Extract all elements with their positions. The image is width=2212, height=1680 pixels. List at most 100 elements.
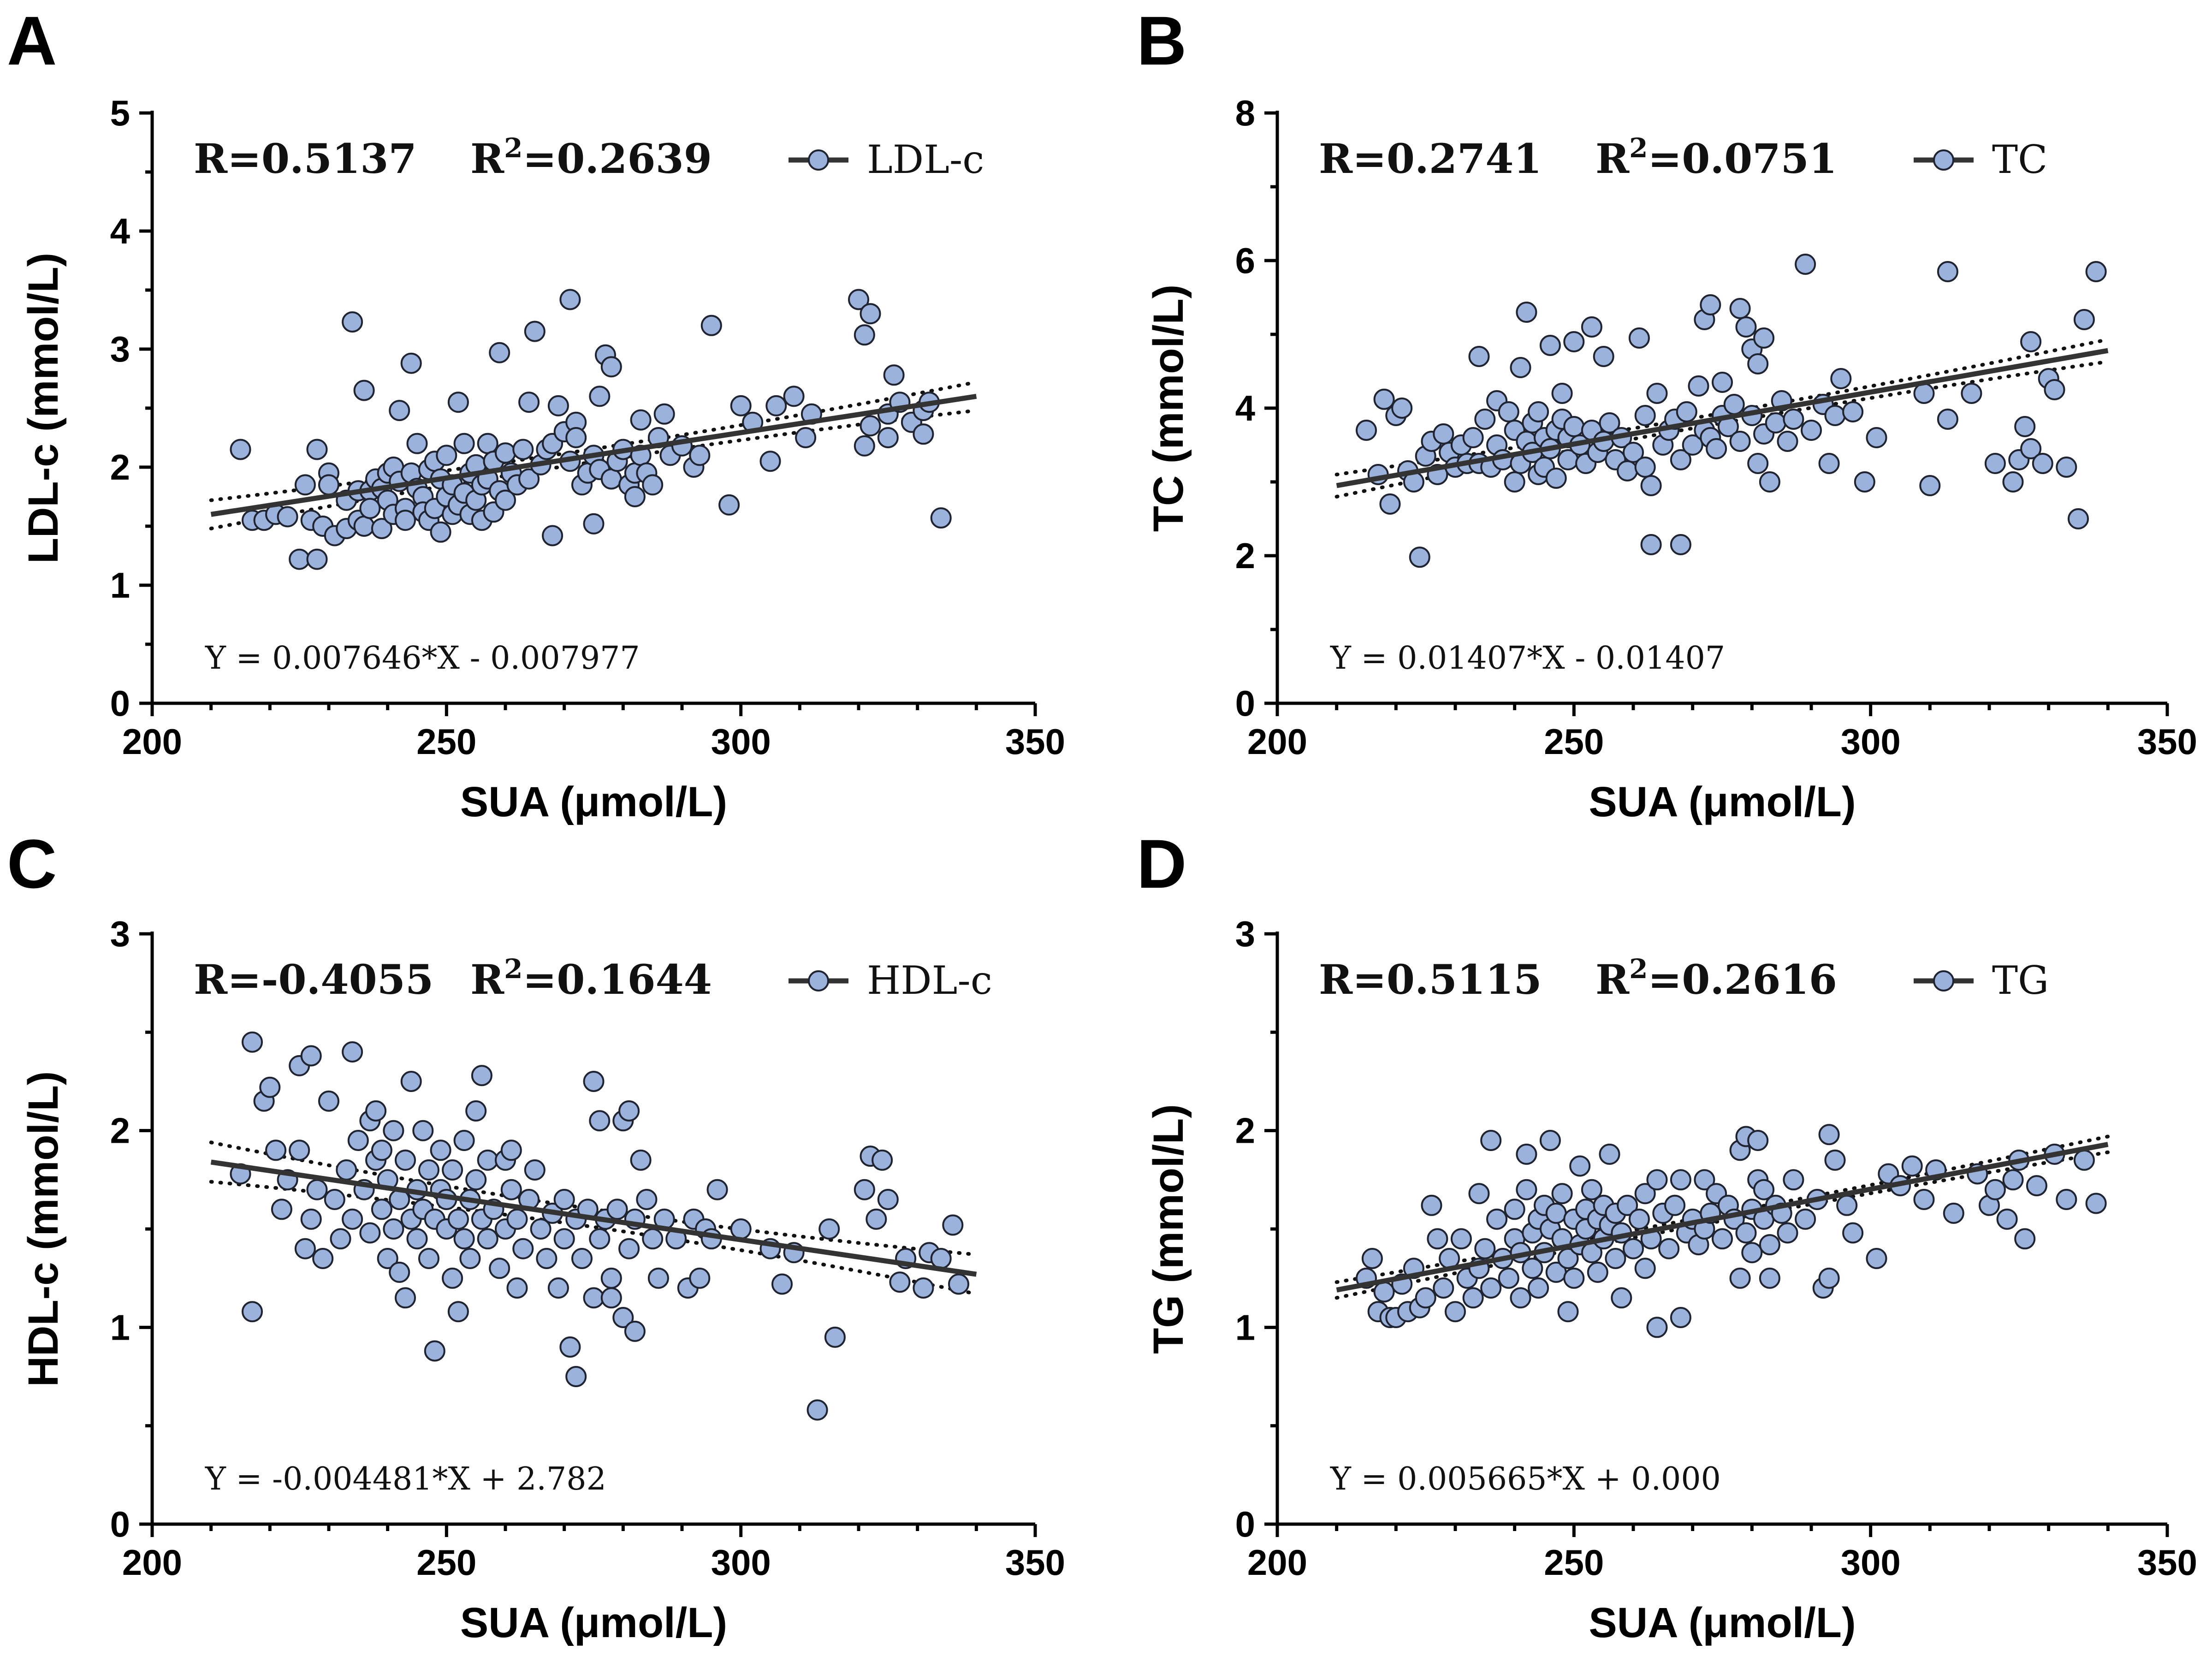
- data-point: [353, 380, 375, 401]
- data-point: [1694, 1169, 1715, 1191]
- r-squared-prefix: R: [1595, 956, 1630, 1003]
- data-point: [1528, 1277, 1549, 1299]
- data-point: [1510, 1287, 1531, 1309]
- data-point: [1480, 1130, 1502, 1151]
- x-tick-label: 300: [711, 721, 771, 762]
- data-point: [359, 498, 381, 519]
- data-point: [424, 1340, 445, 1362]
- legend-label: TC: [1992, 137, 2047, 182]
- data-point: [1628, 327, 1650, 349]
- y-tick-label: 4: [1235, 388, 1255, 428]
- data-point: [606, 1199, 628, 1220]
- data-point: [1587, 1261, 1608, 1283]
- data-point: [642, 1228, 664, 1250]
- data-point: [506, 1208, 528, 1230]
- data-point: [1824, 405, 1846, 426]
- data-point: [930, 1248, 952, 1269]
- data-point: [2068, 508, 2089, 529]
- data-point: [618, 1238, 640, 1259]
- data-point: [477, 1228, 498, 1250]
- data-point: [289, 548, 310, 570]
- y-tick-label: 1: [110, 1307, 130, 1348]
- data-point: [1361, 1248, 1383, 1269]
- data-point: [465, 1169, 487, 1191]
- data-point: [600, 1267, 622, 1289]
- data-point: [2085, 261, 2107, 282]
- data-point: [1634, 1183, 1656, 1205]
- data-point: [412, 1120, 434, 1141]
- data-point: [1741, 1242, 1763, 1264]
- panel-d: D 0 1 2 3 200 250 300 350 SUA (μmol/L) TG (mmol/L)…: [1137, 825, 2197, 1646]
- data-point: [1391, 398, 1413, 419]
- data-point: [1646, 1169, 1668, 1191]
- r-squared-number: =0.1644: [523, 956, 712, 1003]
- data-point: [600, 468, 622, 490]
- data-point: [506, 1277, 528, 1299]
- regression-line: [210, 1159, 977, 1277]
- data-point: [265, 1140, 287, 1161]
- data-point: [300, 1208, 322, 1230]
- data-point: [430, 521, 451, 543]
- panel-b: B 0 2 4 6 8 200 250 300 350 SUA (μmol/L) TC (mmol/L…: [1137, 2, 2197, 825]
- data-point: [636, 1189, 658, 1210]
- data-point: [518, 468, 540, 490]
- y-tick-label: 3: [1235, 914, 1255, 954]
- data-point: [1777, 1222, 1798, 1244]
- x-tick-label: 200: [122, 1542, 182, 1583]
- data-point: [547, 395, 569, 416]
- data-point: [447, 1301, 469, 1323]
- data-point: [583, 1071, 605, 1092]
- data-point: [459, 1248, 481, 1269]
- data-point: [2002, 471, 2024, 493]
- data-point: [442, 1267, 463, 1289]
- data-point: [2073, 1149, 2095, 1171]
- data-point: [765, 395, 787, 416]
- data-point: [1747, 353, 1769, 374]
- data-point: [1468, 346, 1490, 367]
- data-point: [1498, 1267, 1519, 1289]
- data-point: [1729, 298, 1751, 319]
- data-point: [1943, 1202, 1964, 1224]
- x-tick-label: 350: [1005, 721, 1065, 762]
- x-tick-label: 350: [2137, 1542, 2197, 1583]
- data-point: [1818, 1124, 1840, 1146]
- data-point: [1759, 1234, 1780, 1256]
- data-point: [418, 1248, 439, 1269]
- data-point: [1646, 1317, 1668, 1338]
- data-point: [559, 289, 581, 310]
- data-point: [1712, 1228, 1733, 1250]
- data-point: [1445, 1301, 1466, 1323]
- data-point: [1670, 1307, 1691, 1328]
- data-point: [565, 427, 587, 448]
- data-point: [1373, 1281, 1395, 1303]
- data-point: [1777, 431, 1798, 452]
- data-point: [1623, 1238, 1644, 1259]
- data-point: [2073, 309, 2095, 330]
- data-point: [1670, 1169, 1691, 1191]
- data-point: [1474, 1238, 1496, 1259]
- data-point: [306, 548, 328, 570]
- x-tick-label: 200: [1247, 721, 1307, 762]
- data-point: [383, 1218, 404, 1240]
- data-point: [1373, 388, 1395, 410]
- data-point: [1866, 1248, 1887, 1269]
- data-point: [1450, 1228, 1472, 1250]
- data-point: [889, 1271, 911, 1293]
- data-point: [453, 1228, 475, 1250]
- r-squared-exponent: 2: [1629, 132, 1648, 164]
- data-point: [1593, 346, 1614, 367]
- data-point: [1706, 438, 1727, 459]
- data-point: [447, 392, 469, 413]
- data-point: [1783, 409, 1804, 430]
- y-axis-label: TC (mmol/L): [1145, 285, 1192, 532]
- data-point: [1747, 1130, 1769, 1151]
- data-point: [477, 1149, 498, 1171]
- data-point: [1557, 1301, 1579, 1323]
- panel-a: A 0 1 2 3 4 5 200 250 300 350 SUA (μmol/L) LDL-c (mm…: [7, 2, 1065, 825]
- data-point: [1854, 471, 1875, 493]
- data-point: [647, 1267, 669, 1289]
- data-point: [1913, 383, 1935, 404]
- data-point: [1634, 405, 1656, 426]
- data-point: [1759, 471, 1780, 493]
